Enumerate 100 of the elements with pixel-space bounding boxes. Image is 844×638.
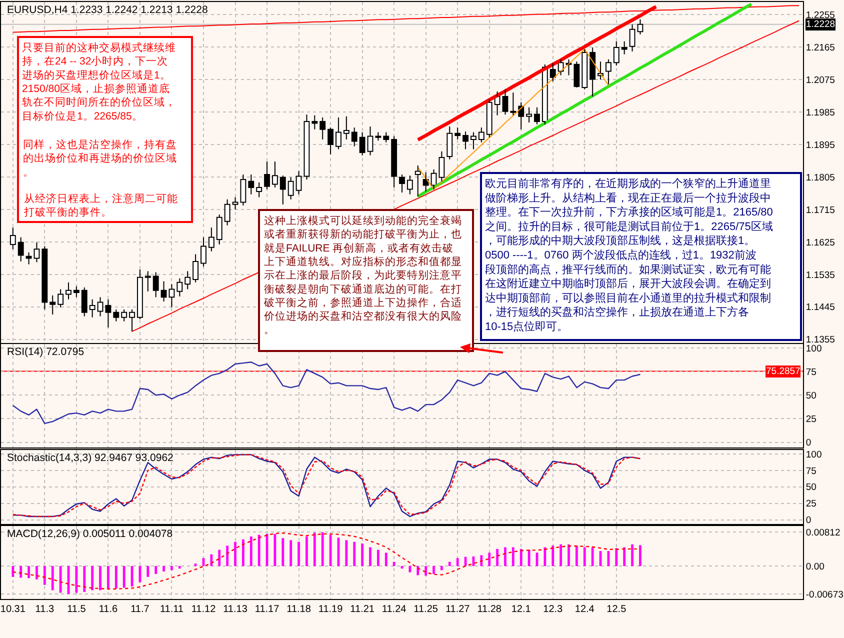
bar bbox=[623, 547, 626, 566]
x-tick-label: 11.28 bbox=[477, 604, 502, 615]
bar bbox=[258, 534, 260, 566]
x-tick-label: 12.5 bbox=[606, 604, 627, 615]
x-tick-label: 11.12 bbox=[191, 604, 216, 615]
x-tick-label: 10.31 bbox=[0, 604, 26, 615]
candlestick bbox=[542, 64, 548, 125]
candlestick bbox=[34, 242, 40, 263]
x-tick-label: 12.1 bbox=[511, 604, 532, 615]
y-tick-label: 1.1715 bbox=[806, 204, 835, 216]
bar bbox=[59, 566, 62, 593]
bar bbox=[416, 566, 420, 576]
x-tick-label: 11.19 bbox=[318, 604, 344, 615]
candlestick bbox=[240, 174, 246, 206]
candlestick bbox=[73, 286, 80, 298]
bar bbox=[91, 566, 94, 590]
candlestick bbox=[446, 126, 453, 160]
candlestick bbox=[526, 106, 532, 124]
candlestick bbox=[264, 160, 270, 190]
bar bbox=[631, 544, 634, 566]
text: 欧元目前非常有序的，在近期形成的一个狭窄的上升通道里做阶梯形上升。从结构上看，现在正在最后一个拉升波段中整理。在下一次拉升前，下方承接的区域可能是1。2165/80之间。拉升的目标，很可能是测试目前位于1。2265/75区域，可能形成的中期大波段顶部压制线，这是根据联接1。0500 ----1。0760 两个波段低点的连线，过1。1932前波段顶部的高点，推平行线而的。如果测试证实，欧元有可能在这附近建立中期临时顶部后，展开大波段会调。在确定到达中期顶部前，可以参照目前在小通道里的拉升模式和限制，进行短线的买盘和沽空操作，止损放在通道上下方各10-15点位即可。 bbox=[485, 178, 773, 333]
bar bbox=[306, 536, 308, 566]
y-tick-label: 0.00812 bbox=[806, 527, 840, 538]
x-tick-label: 11.21 bbox=[350, 604, 375, 615]
candlestick bbox=[89, 298, 96, 318]
candlestick bbox=[367, 126, 374, 156]
candlestick bbox=[304, 114, 310, 180]
candlestick bbox=[176, 278, 183, 297]
bar bbox=[162, 566, 165, 572]
candlestick bbox=[406, 175, 413, 195]
candlestick bbox=[129, 308, 135, 332]
y-tick-label: 1.2255 bbox=[806, 10, 835, 21]
y-tick-label: 1.2165 bbox=[806, 42, 835, 54]
candlestick bbox=[216, 214, 222, 245]
candlestick bbox=[105, 298, 112, 328]
bar bbox=[488, 552, 491, 566]
candlestick bbox=[192, 254, 199, 283]
candlestick bbox=[558, 58, 564, 76]
candlestick bbox=[320, 116, 326, 140]
candlestick bbox=[502, 88, 508, 116]
bar bbox=[20, 566, 22, 578]
bar bbox=[361, 544, 364, 566]
candlestick bbox=[391, 136, 398, 188]
annotation: 只要目前的这种交易模式继续维持，在24 -- 32小时内，下一次进场的买盘理想价位区域是1。2150/80区域，止损参照通道底轨在不同时间所在的价位区域，目标价位是1。2265/85。 bbox=[22, 41, 176, 122]
candlestick bbox=[97, 296, 104, 317]
y-tick-label: 1.1805 bbox=[806, 172, 835, 184]
line-series bbox=[12, 362, 641, 424]
candlestick bbox=[534, 106, 540, 125]
bar bbox=[568, 544, 570, 566]
candlestick bbox=[200, 236, 206, 267]
bar bbox=[615, 548, 618, 566]
bar bbox=[432, 566, 435, 574]
candlestick bbox=[613, 40, 620, 66]
candlestick bbox=[256, 182, 262, 198]
candlestick bbox=[224, 198, 230, 226]
chart-title: RSI(14) 72.0795 bbox=[7, 346, 84, 358]
bar bbox=[36, 566, 38, 580]
chart-title: EURUSD,H4 1.2233 1.2242 1.2213 1.2228 bbox=[7, 4, 208, 16]
candlestick bbox=[621, 40, 628, 55]
ref-line-label: 1.2228 bbox=[806, 19, 836, 30]
bar bbox=[154, 566, 158, 574]
candlestick bbox=[414, 164, 421, 197]
bar bbox=[114, 566, 118, 589]
x-tick-label: 11.24 bbox=[382, 604, 407, 615]
candlestick bbox=[312, 114, 318, 130]
candlestick bbox=[121, 308, 128, 322]
bar bbox=[298, 542, 300, 566]
x-tick-label: 11.25 bbox=[414, 604, 438, 615]
y-tick-label: 0 bbox=[806, 515, 812, 526]
candlestick bbox=[351, 127, 358, 147]
bar bbox=[313, 532, 316, 566]
y-tick-label: 0 bbox=[806, 438, 812, 449]
bar bbox=[392, 562, 396, 566]
y-tick-label: 50 bbox=[806, 482, 816, 494]
bar bbox=[107, 566, 110, 589]
candlestick bbox=[50, 294, 56, 315]
bar bbox=[146, 566, 150, 577]
bar bbox=[43, 566, 46, 585]
candlestick bbox=[343, 116, 350, 140]
bar bbox=[210, 554, 213, 566]
bar bbox=[178, 566, 181, 569]
candlestick bbox=[288, 176, 294, 200]
bar bbox=[520, 548, 522, 566]
candlestick bbox=[58, 288, 64, 308]
candlestick bbox=[280, 175, 286, 205]
bar bbox=[345, 540, 348, 566]
bar bbox=[369, 547, 372, 566]
candlestick bbox=[18, 236, 24, 262]
candlestick bbox=[574, 61, 580, 88]
candlestick bbox=[510, 92, 516, 116]
x-tick-label: 11.27 bbox=[445, 604, 470, 615]
annotation: 同样，这也是沽空操作，持有盘的出场价位和再进场的价位区域。 bbox=[23, 138, 177, 178]
x-tick-label: 11.13 bbox=[223, 604, 248, 615]
y-tick-label: 100 bbox=[806, 449, 822, 460]
candlestick bbox=[359, 132, 366, 156]
chart-title: Stochastic(14,3,3) 92.9467 93.0962 bbox=[7, 452, 174, 464]
candlestick bbox=[81, 286, 88, 317]
bar bbox=[376, 550, 380, 566]
y-tick-label: 1.1355 bbox=[806, 334, 835, 346]
y-tick-label: 25 bbox=[806, 414, 816, 426]
